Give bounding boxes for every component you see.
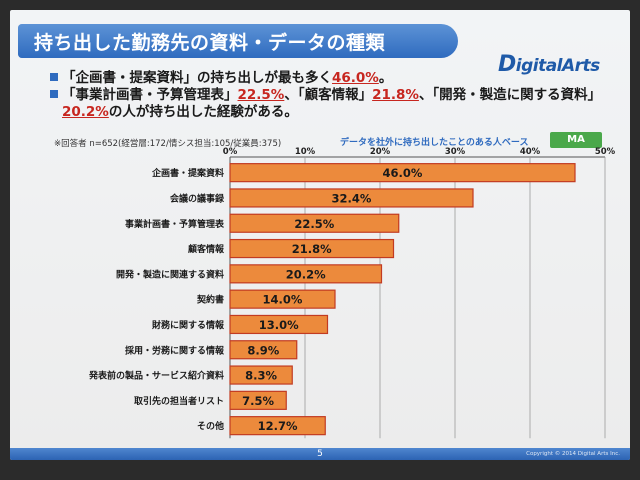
data-label: 46.0%: [383, 166, 423, 180]
bar: [229, 340, 298, 360]
data-label: 32.4%: [332, 191, 372, 205]
bar: [229, 188, 474, 208]
category-label: 事業計画書・予算管理表: [125, 218, 225, 230]
x-tick-label: 40%: [520, 147, 541, 157]
x-tick-label: 50%: [595, 147, 616, 157]
copyright: Copyright © 2014 Digital Arts Inc.: [526, 451, 620, 457]
data-label: 21.8%: [292, 242, 332, 256]
category-label: 企画書・提案資料: [151, 167, 224, 179]
category-label: その他: [197, 420, 224, 432]
x-tick-label: 30%: [445, 147, 466, 157]
bullet-text: 。: [378, 70, 393, 86]
data-label: 8.3%: [245, 369, 277, 383]
highlight-value: 22.5%: [237, 87, 285, 103]
bullet-text: 、「顧客情報」: [284, 87, 373, 103]
bar: [229, 213, 400, 233]
data-label: 14.0%: [263, 293, 303, 307]
footer-bar: 5 Copyright © 2014 Digital Arts Inc.: [10, 448, 630, 460]
bullet-text: 「企画書・提案資料」の持ち出しが最も多く: [62, 70, 332, 86]
bar: [229, 365, 293, 385]
bar: [229, 314, 329, 335]
base-note: データを社外に持ち出したことのある人ベース: [340, 138, 529, 148]
title-bar: 持ち出した勤務先の資料・データの種類: [18, 24, 458, 58]
data-label: 8.9%: [247, 343, 279, 357]
bar: [229, 163, 576, 183]
data-label: 7.5%: [242, 394, 274, 408]
bullet-text: 「事業計画書・予算管理表」: [62, 87, 238, 103]
data-label: 12.7%: [258, 419, 298, 433]
bar: [229, 289, 336, 309]
category-label: 開発・製造に関連する資料: [116, 268, 224, 280]
bar: [229, 390, 287, 410]
bar-chart: 0% 10% 20% 30% 40% 50% 企画書・提案資料 46.0% 会議の議事録 32.4…: [88, 147, 616, 439]
respondent-note: ※回答者 n=652(経営層:172/情シス担当:105/従業員:375): [54, 139, 282, 149]
bullet-text: 、「開発・製造に関する資料」: [418, 87, 602, 103]
category-label: 財務に関する情報: [151, 319, 225, 331]
data-label: 22.5%: [294, 217, 334, 231]
ma-badge: MA: [550, 132, 602, 148]
bullet-text: の人が持ち出した経験がある。: [108, 104, 298, 120]
summary-bullets: 「企画書・提案資料」の持ち出しが最も多く46.0%。 「事業計画書・予算管理表」2…: [50, 70, 630, 121]
slide-title: 持ち出した勤務先の資料・データの種類: [34, 32, 386, 54]
category-label: 取引先の担当者リスト: [134, 395, 224, 407]
bar: [229, 238, 395, 259]
digital-arts-logo: DigitalArts: [498, 52, 600, 77]
category-label: 発表前の製品・サービス紹介資料: [88, 370, 224, 382]
highlight-value: 21.8%: [372, 87, 419, 103]
slide: 持ち出した勤務先の資料・データの種類 DigitalArts 「企画書・提案資料…: [10, 10, 630, 460]
bullet-line: 「企画書・提案資料」の持ち出しが最も多く46.0%。: [50, 70, 630, 87]
category-label: 会議の議事録: [170, 192, 225, 204]
x-tick-label: 20%: [370, 147, 391, 157]
category-label: 契約書: [196, 294, 224, 306]
highlight-value: 20.2%: [62, 104, 109, 120]
x-tick-label: 0%: [223, 147, 238, 157]
bar: [229, 264, 383, 284]
highlight-value: 46.0%: [332, 70, 379, 86]
bullet-square-icon: [50, 90, 58, 98]
bullet-square-icon: [50, 73, 58, 81]
bullet-line: 「事業計画書・予算管理表」22.5%、「顧客情報」21.8%、「開発・製造に関す…: [50, 87, 630, 104]
data-label: 13.0%: [259, 318, 299, 332]
bar: [229, 416, 326, 436]
bullet-line: 20.2%の人が持ち出した経験がある。: [50, 104, 630, 121]
category-label: 顧客情報: [188, 243, 225, 255]
category-label: 採用・労務に関する情報: [125, 344, 225, 356]
page-number: 5: [317, 449, 323, 459]
data-label: 20.2%: [286, 267, 326, 281]
x-tick-label: 10%: [295, 147, 316, 157]
